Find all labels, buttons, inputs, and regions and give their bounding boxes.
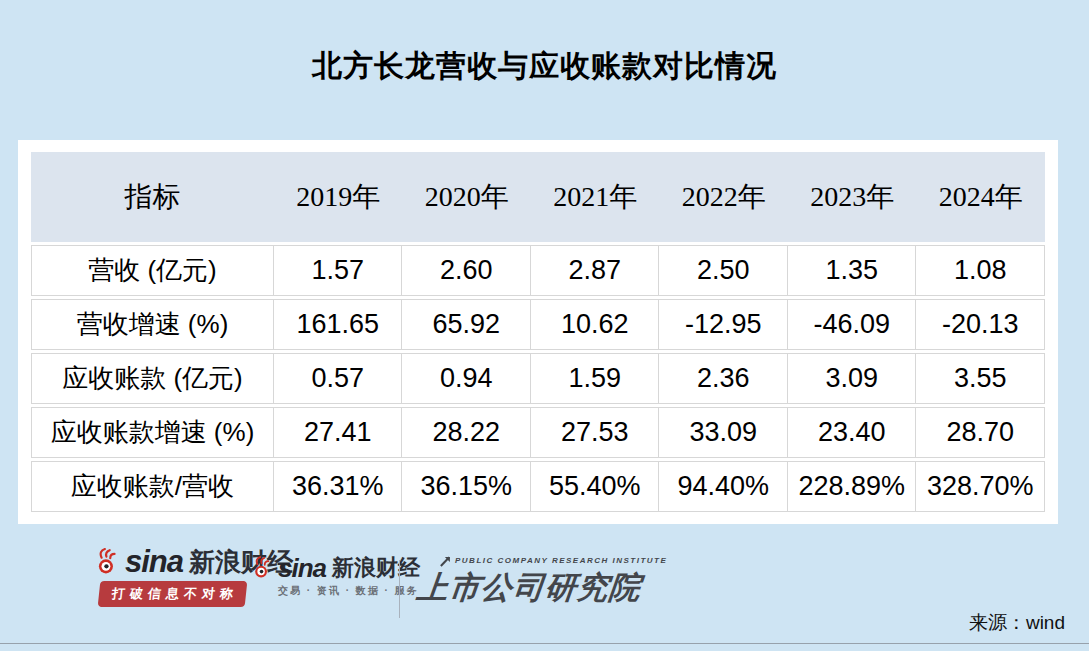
- value-cell: -12.95: [659, 299, 788, 350]
- table-row: 应收账款 (亿元)0.570.941.592.363.093.55: [31, 353, 1045, 404]
- value-cell: 33.09: [659, 407, 788, 458]
- value-cell: 1.57: [274, 245, 403, 296]
- institute-name-zh: 上市公司研究院: [415, 567, 670, 609]
- data-source-label: 来源：wind: [969, 610, 1065, 636]
- value-cell: 65.92: [402, 299, 531, 350]
- value-cell: 2.60: [402, 245, 531, 296]
- value-cell: 3.09: [788, 353, 917, 404]
- table-card: 指标2019年2020年2021年2022年2023年2024年 营收 (亿元)…: [18, 140, 1058, 524]
- sina-eye-icon: [252, 556, 272, 579]
- value-cell: 1.35: [788, 245, 917, 296]
- table-header-row: 指标2019年2020年2021年2022年2023年2024年: [31, 152, 1045, 242]
- arrow-up-right-icon: [439, 554, 452, 567]
- row-label: 营收 (亿元): [31, 245, 274, 296]
- value-cell: 1.59: [531, 353, 660, 404]
- value-cell: 2.87: [531, 245, 660, 296]
- value-cell: -46.09: [788, 299, 917, 350]
- column-header: 2022年: [659, 152, 788, 242]
- infographic-page: 北方长龙营收与应收账款对比情况 指标2019年2020年2021年2022年20…: [0, 0, 1089, 87]
- bottom-divider: [0, 643, 1089, 644]
- row-label: 应收账款 (亿元): [31, 353, 274, 404]
- value-cell: 328.70%: [916, 461, 1045, 512]
- table-row: 营收 (亿元)1.572.602.872.501.351.08: [31, 245, 1045, 296]
- value-cell: 28.22: [402, 407, 531, 458]
- column-header: 2019年: [274, 152, 403, 242]
- page-title: 北方长龙营收与应收账款对比情况: [0, 0, 1089, 87]
- value-cell: 1.08: [916, 245, 1045, 296]
- institute-name-en: PUBLIC COMPANY RESEARCH INSTITUTE: [455, 556, 667, 565]
- data-table: 指标2019年2020年2021年2022年2023年2024年 营收 (亿元)…: [31, 149, 1045, 515]
- value-cell: 10.62: [531, 299, 660, 350]
- value-cell: 2.36: [659, 353, 788, 404]
- column-header: 2020年: [402, 152, 531, 242]
- value-cell: 0.57: [274, 353, 403, 404]
- column-header: 2021年: [531, 152, 660, 242]
- value-cell: 228.89%: [788, 461, 917, 512]
- sina-wordmark: sina: [278, 557, 326, 579]
- row-label: 应收账款/营收: [31, 461, 274, 512]
- table-row: 应收账款/营收36.31%36.15%55.40%94.40%228.89%32…: [31, 461, 1045, 512]
- row-label: 应收账款增速 (%): [31, 407, 274, 458]
- footer-divider: [399, 560, 400, 618]
- value-cell: 36.15%: [402, 461, 531, 512]
- sina-finance-logo-secondary: sina 新浪财经 交易 · 资讯 · 数据 · 服务: [252, 556, 420, 598]
- value-cell: 55.40%: [531, 461, 660, 512]
- value-cell: 94.40%: [659, 461, 788, 512]
- value-cell: 27.41: [274, 407, 403, 458]
- footer: sina 新浪财经 打破信息不对称: [0, 540, 1089, 645]
- column-header: 2023年: [788, 152, 917, 242]
- sina-finance-label: 新浪财经: [332, 557, 420, 579]
- sina-slogan-badge: 打破信息不对称: [98, 581, 248, 607]
- research-institute-logo: PUBLIC COMPANY RESEARCH INSTITUTE 上市公司研究…: [417, 554, 667, 609]
- value-cell: 36.31%: [274, 461, 403, 512]
- value-cell: 3.55: [916, 353, 1045, 404]
- column-header: 2024年: [916, 152, 1045, 242]
- value-cell: 0.94: [402, 353, 531, 404]
- column-header: 指标: [31, 152, 274, 242]
- table-row: 营收增速 (%)161.6565.9210.62-12.95-46.09-20.…: [31, 299, 1045, 350]
- table-body: 营收 (亿元)1.572.602.872.501.351.08营收增速 (%)1…: [31, 245, 1045, 512]
- value-cell: 2.50: [659, 245, 788, 296]
- value-cell: 27.53: [531, 407, 660, 458]
- value-cell: 161.65: [274, 299, 403, 350]
- row-label: 营收增速 (%): [31, 299, 274, 350]
- value-cell: 23.40: [788, 407, 917, 458]
- table-row: 应收账款增速 (%)27.4128.2227.5333.0923.4028.70: [31, 407, 1045, 458]
- sina-eye-icon: [95, 548, 119, 575]
- value-cell: -20.13: [916, 299, 1045, 350]
- sina-wordmark: sina: [125, 549, 183, 575]
- value-cell: 28.70: [916, 407, 1045, 458]
